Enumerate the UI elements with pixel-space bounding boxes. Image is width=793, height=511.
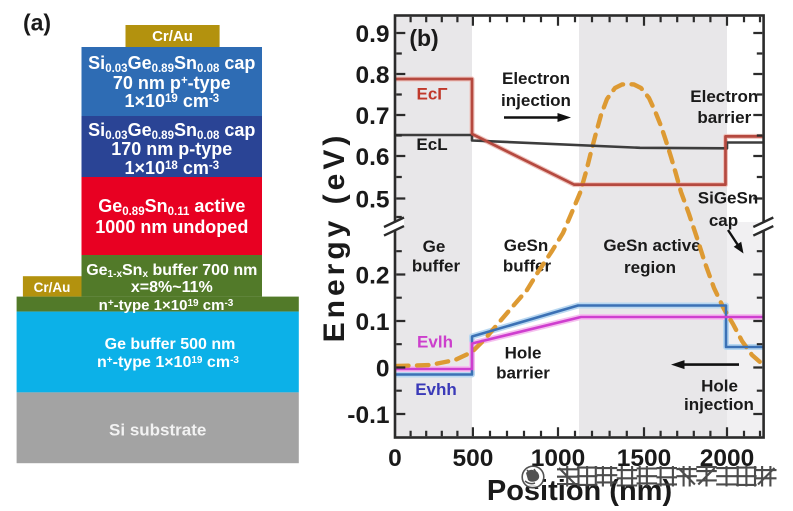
- svg-text:barrier: barrier: [697, 108, 751, 127]
- svg-text:Cr/Au: Cr/Au: [34, 280, 71, 295]
- svg-text:Evhh: Evhh: [415, 380, 457, 399]
- svg-text:(a): (a): [23, 10, 51, 36]
- svg-text:Energy (eV): Energy (eV): [318, 132, 351, 343]
- svg-text:170 nm p-type: 170 nm p-type: [111, 139, 232, 159]
- svg-text:500: 500: [452, 445, 493, 472]
- svg-text:n+-type 1×1019 cm-3: n+-type 1×1019 cm-3: [99, 297, 234, 314]
- svg-text:(b): (b): [409, 25, 438, 51]
- svg-text:1000 nm undoped: 1000 nm undoped: [95, 217, 248, 237]
- svg-text:0: 0: [388, 445, 402, 472]
- svg-text:injection: injection: [501, 91, 571, 110]
- svg-text:0.7: 0.7: [355, 103, 389, 130]
- svg-text:0.5: 0.5: [355, 186, 389, 213]
- svg-text:Hole: Hole: [505, 344, 542, 363]
- svg-text:Cr/Au: Cr/Au: [152, 28, 193, 45]
- svg-text:1000: 1000: [531, 445, 586, 472]
- svg-text:0.9: 0.9: [355, 21, 389, 48]
- svg-text:buffer: buffer: [412, 257, 461, 276]
- svg-text:EcL: EcL: [416, 135, 447, 154]
- svg-text:Electron: Electron: [690, 87, 758, 106]
- svg-text:1×1018 cm-3: 1×1018 cm-3: [124, 158, 219, 178]
- svg-text:cap: cap: [709, 211, 738, 230]
- svg-text:barrier: barrier: [496, 364, 550, 383]
- svg-text:region: region: [624, 258, 676, 277]
- svg-text:Evlh: Evlh: [417, 333, 453, 352]
- svg-text:0.8: 0.8: [355, 62, 389, 89]
- svg-text:Hole: Hole: [701, 377, 738, 396]
- svg-text:0.6: 0.6: [355, 144, 389, 171]
- svg-text:0: 0: [376, 355, 390, 382]
- svg-text:x=8%~11%: x=8%~11%: [131, 279, 213, 296]
- svg-text:GeSn active: GeSn active: [603, 236, 700, 255]
- svg-text:injection: injection: [684, 395, 754, 414]
- svg-text:Si substrate: Si substrate: [109, 421, 206, 440]
- svg-text:EcΓ: EcΓ: [416, 85, 447, 104]
- svg-text:-0.1: -0.1: [347, 402, 389, 429]
- svg-text:0.2: 0.2: [355, 262, 389, 289]
- svg-text:Ge1-xSnx buffer 700 nm: Ge1-xSnx buffer 700 nm: [86, 262, 257, 280]
- svg-text:Ge: Ge: [423, 237, 446, 256]
- svg-text:70 nm p+-type: 70 nm p+-type: [113, 73, 231, 93]
- svg-text:Electron: Electron: [502, 69, 570, 88]
- svg-text:n+-type 1×1019 cm-3: n+-type 1×1019 cm-3: [97, 354, 239, 371]
- svg-text:GeSn: GeSn: [504, 236, 548, 255]
- svg-text:Ge buffer 500 nm: Ge buffer 500 nm: [105, 336, 236, 353]
- svg-text:1×1019 cm-3: 1×1019 cm-3: [124, 91, 219, 111]
- svg-text:SiGeSn: SiGeSn: [698, 189, 758, 208]
- svg-text:0.1: 0.1: [355, 309, 389, 336]
